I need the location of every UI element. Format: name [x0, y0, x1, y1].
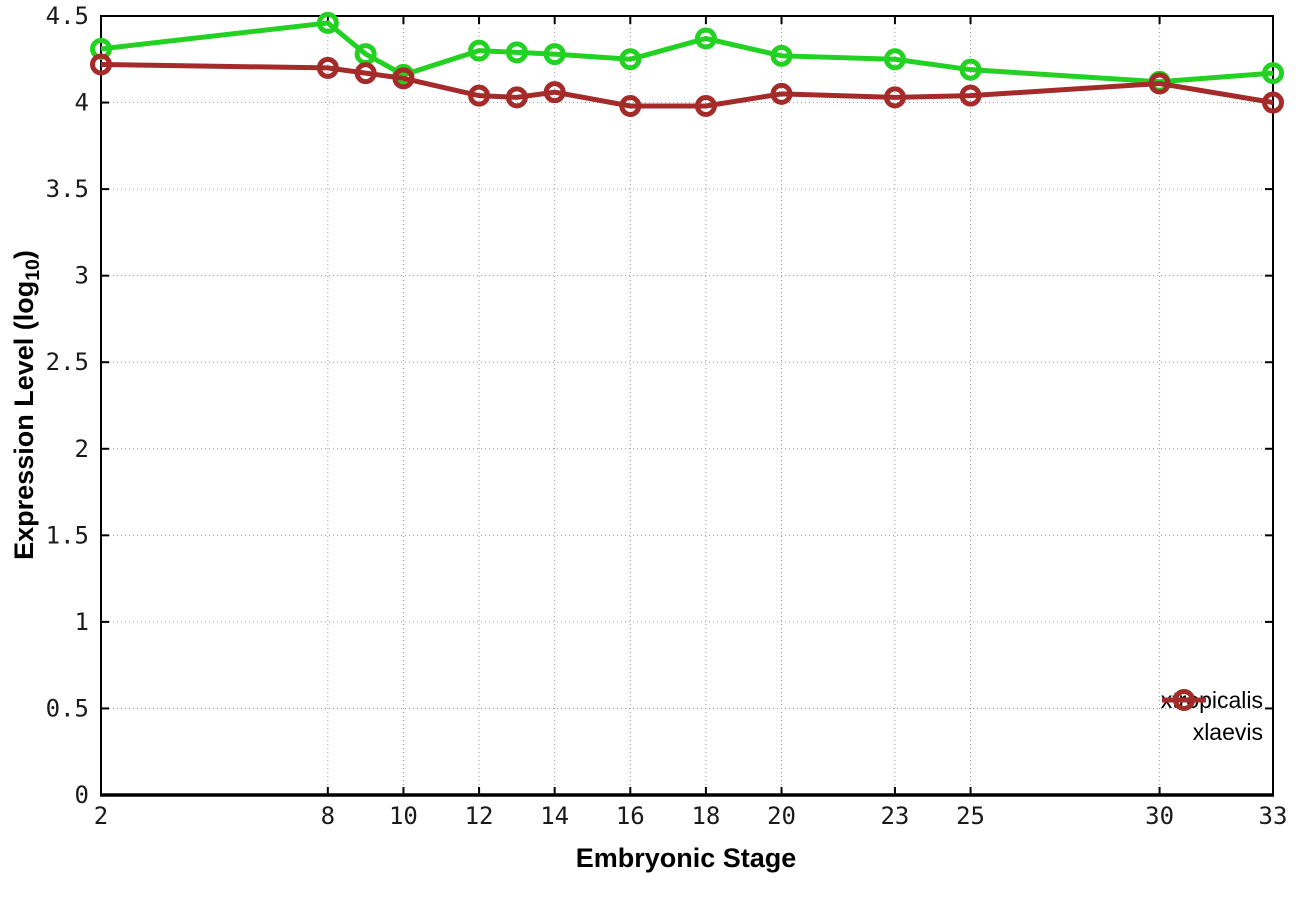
x-tick-label: 33: [1259, 802, 1288, 830]
y-tick-label: 0.5: [46, 694, 89, 722]
y-axis-title-subscript: 10: [22, 259, 45, 281]
x-tick-label: 23: [880, 802, 909, 830]
x-tick-label: 30: [1145, 802, 1174, 830]
legend-label-xlaevis: xlaevis: [1192, 718, 1263, 745]
data-point-xtropicalis: [619, 48, 642, 71]
y-tick-label: 1.5: [46, 521, 89, 549]
y-tick-label: 3: [75, 262, 89, 290]
data-point-xlaevis: [883, 86, 906, 109]
x-tick-label: 25: [956, 802, 985, 830]
data-point-xlaevis: [1262, 91, 1284, 114]
series-line-xtropicalis: [100, 20, 1274, 85]
y-tick-label: 2.5: [46, 348, 89, 376]
data-point-xlaevis: [505, 86, 528, 109]
data-point-xtropicalis: [770, 44, 793, 67]
data-point-xlaevis: [316, 56, 339, 79]
x-axis-title: Embryonic Stage: [575, 843, 797, 873]
y-tick-label: 4: [75, 89, 89, 117]
data-point-xtropicalis: [543, 43, 566, 66]
legend: xtropicalis xlaevis: [1161, 686, 1263, 746]
data-point-xlaevis: [694, 95, 717, 118]
x-tick-label: 18: [691, 802, 720, 830]
data-point-xtropicalis: [505, 41, 528, 64]
x-tick-label: 8: [321, 802, 335, 830]
x-tick-label: 20: [767, 802, 796, 830]
y-tick-label: 2: [75, 435, 89, 463]
data-point-xlaevis: [959, 84, 982, 107]
y-tick-label: 4.5: [46, 2, 89, 30]
plot-border: [100, 15, 1274, 796]
data-point-xlaevis: [619, 95, 642, 118]
data-point-xlaevis: [90, 53, 112, 76]
data-point-xlaevis: [543, 81, 566, 104]
data-point-xlaevis: [770, 82, 793, 105]
y-tick-label: 1: [75, 608, 89, 636]
data-point-xlaevis: [354, 62, 377, 85]
data-point-xtropicalis: [694, 27, 717, 50]
data-point-xtropicalis: [883, 48, 906, 71]
legend-sample-line-icon: [1161, 689, 1206, 711]
x-tick-label: 14: [540, 802, 569, 830]
x-tick-label: 12: [465, 802, 494, 830]
x-tick-label: 10: [389, 802, 418, 830]
x-tick-label: 16: [616, 802, 645, 830]
y-axis-title-suffix: ): [8, 250, 39, 260]
data-point-xtropicalis: [1262, 62, 1284, 85]
y-axis-title: Expression Level (log10): [9, 250, 45, 560]
series-line-xlaevis: [100, 61, 1274, 109]
legend-row-xlaevis: xlaevis: [1161, 689, 1263, 746]
x-tick-label: 2: [94, 802, 108, 830]
y-axis-title-prefix: Expression Level (log: [8, 280, 39, 560]
data-point-xlaevis: [468, 84, 491, 107]
y-tick-label: 0: [75, 781, 89, 809]
y-tick-label: 3.5: [46, 175, 89, 203]
data-point-xtropicalis: [468, 39, 491, 62]
data-point-xlaevis: [1148, 72, 1171, 95]
data-point-xtropicalis: [959, 58, 982, 81]
data-point-xtropicalis: [316, 11, 339, 34]
data-point-xlaevis: [392, 67, 415, 90]
